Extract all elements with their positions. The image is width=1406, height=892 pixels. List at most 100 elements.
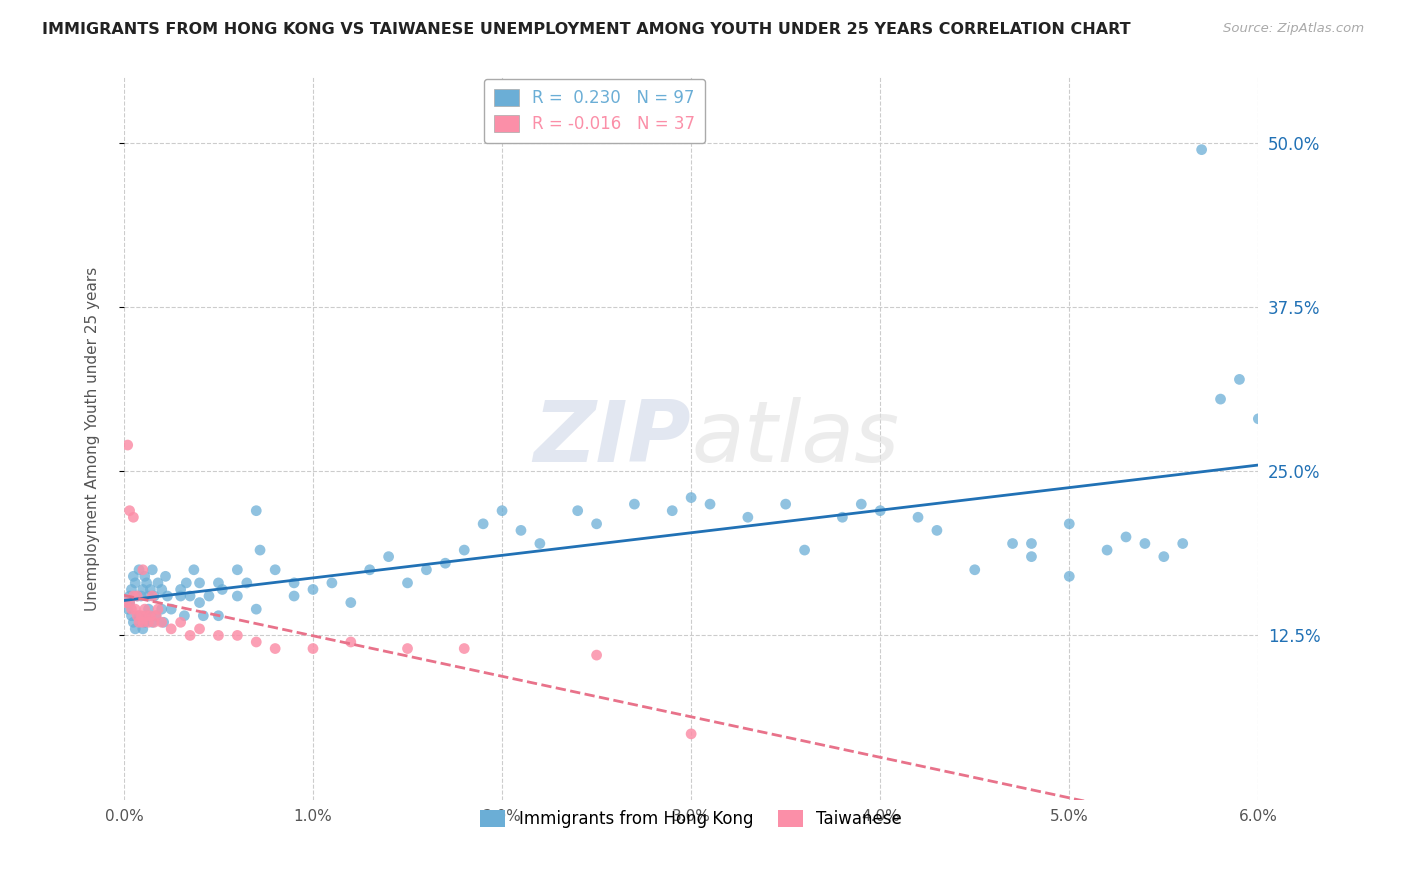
Point — [132, 615, 155, 630]
Point — [340, 635, 363, 649]
Point — [249, 543, 271, 558]
Point — [283, 589, 305, 603]
Point — [138, 589, 160, 603]
Y-axis label: Unemployment Among Youth under 25 years: Unemployment Among Youth under 25 years — [86, 267, 100, 611]
Point — [127, 589, 149, 603]
Point — [135, 575, 157, 590]
Point — [134, 615, 156, 630]
Point — [139, 582, 162, 597]
Point — [124, 575, 146, 590]
Point — [1115, 530, 1137, 544]
Point — [1001, 536, 1024, 550]
Point — [453, 641, 475, 656]
Point — [121, 608, 143, 623]
Point — [118, 596, 141, 610]
Point — [145, 608, 167, 623]
Point — [124, 622, 146, 636]
Point — [169, 582, 191, 597]
Point — [264, 641, 287, 656]
Point — [207, 608, 229, 623]
Point — [245, 635, 267, 649]
Point — [359, 563, 381, 577]
Point — [138, 615, 160, 630]
Point — [1171, 536, 1194, 550]
Point — [207, 628, 229, 642]
Point — [415, 563, 437, 577]
Point — [193, 608, 215, 623]
Point — [179, 628, 201, 642]
Point — [114, 596, 136, 610]
Point — [681, 491, 703, 505]
Point — [963, 563, 986, 577]
Point — [226, 589, 249, 603]
Point — [236, 575, 259, 590]
Point — [1059, 516, 1081, 531]
Point — [141, 615, 163, 630]
Point — [132, 563, 155, 577]
Point — [585, 648, 607, 662]
Point — [226, 563, 249, 577]
Point — [472, 516, 495, 531]
Point — [340, 596, 363, 610]
Point — [1153, 549, 1175, 564]
Point — [141, 589, 163, 603]
Point — [143, 615, 166, 630]
Point — [585, 516, 607, 531]
Point — [134, 569, 156, 583]
Point — [122, 615, 145, 630]
Point — [264, 563, 287, 577]
Point — [188, 622, 211, 636]
Point — [529, 536, 551, 550]
Point — [831, 510, 853, 524]
Point — [160, 622, 183, 636]
Point — [132, 582, 155, 597]
Point — [1229, 372, 1251, 386]
Point — [129, 608, 152, 623]
Point — [176, 575, 198, 590]
Point — [128, 563, 150, 577]
Point — [434, 556, 457, 570]
Point — [198, 589, 221, 603]
Point — [134, 602, 156, 616]
Point — [245, 602, 267, 616]
Point — [173, 608, 195, 623]
Point — [135, 608, 157, 623]
Point — [124, 602, 146, 616]
Point — [145, 608, 167, 623]
Point — [302, 641, 325, 656]
Point — [117, 602, 139, 616]
Point — [118, 596, 141, 610]
Point — [135, 608, 157, 623]
Point — [737, 510, 759, 524]
Point — [129, 589, 152, 603]
Point — [127, 589, 149, 603]
Point — [150, 615, 173, 630]
Point — [132, 622, 155, 636]
Point — [851, 497, 873, 511]
Point — [117, 438, 139, 452]
Point — [925, 524, 948, 538]
Point — [1133, 536, 1156, 550]
Point — [152, 615, 174, 630]
Point — [396, 641, 419, 656]
Point — [207, 575, 229, 590]
Point — [491, 504, 513, 518]
Point — [138, 602, 160, 616]
Point — [1059, 569, 1081, 583]
Point — [118, 589, 141, 603]
Point — [118, 504, 141, 518]
Point — [121, 602, 143, 616]
Point — [143, 589, 166, 603]
Point — [122, 569, 145, 583]
Text: Source: ZipAtlas.com: Source: ZipAtlas.com — [1223, 22, 1364, 36]
Point — [1209, 392, 1232, 406]
Point — [150, 582, 173, 597]
Point — [121, 582, 143, 597]
Point — [188, 575, 211, 590]
Point — [139, 608, 162, 623]
Point — [128, 608, 150, 623]
Point — [567, 504, 589, 518]
Text: atlas: atlas — [692, 397, 898, 480]
Point — [1095, 543, 1118, 558]
Point — [150, 602, 173, 616]
